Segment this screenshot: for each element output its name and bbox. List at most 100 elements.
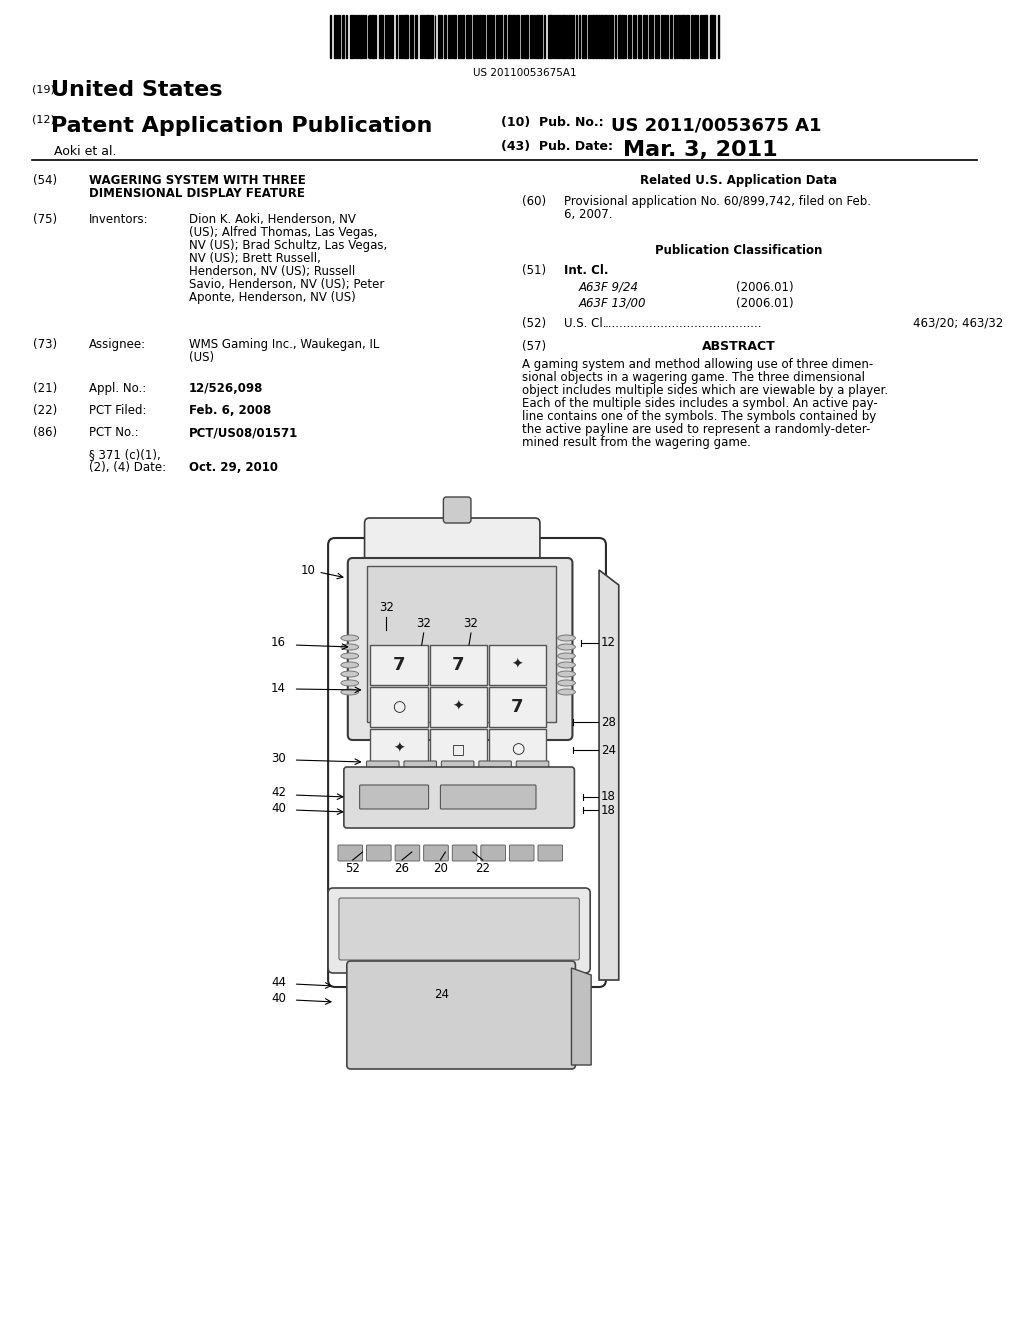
Text: 12: 12 [601, 636, 616, 649]
Text: ○: ○ [511, 742, 524, 756]
Bar [371, 729, 428, 770]
Text: (US); Alfred Thomas, Las Vegas,: (US); Alfred Thomas, Las Vegas, [189, 226, 378, 239]
FancyBboxPatch shape [516, 762, 549, 777]
Bar [592, 15, 594, 58]
Ellipse shape [341, 680, 358, 686]
Text: (2006.01): (2006.01) [736, 281, 794, 294]
Bar [690, 15, 692, 58]
Bar [705, 15, 708, 58]
Text: 6, 2007.: 6, 2007. [563, 209, 612, 220]
Bar [379, 15, 383, 58]
Text: (2), (4) Date:: (2), (4) Date: [89, 461, 166, 474]
Bar [373, 15, 375, 58]
FancyBboxPatch shape [339, 898, 580, 960]
Ellipse shape [558, 635, 575, 642]
Text: object includes multiple sides which are viewable by a player.: object includes multiple sides which are… [522, 384, 889, 397]
Bar [649, 15, 651, 58]
Bar [449, 15, 451, 58]
Bar [403, 15, 408, 58]
Text: US 2011/0053675 A1: US 2011/0053675 A1 [611, 116, 821, 135]
Text: WMS Gaming Inc., Waukegan, IL: WMS Gaming Inc., Waukegan, IL [189, 338, 380, 351]
Text: PCT Filed:: PCT Filed: [89, 404, 146, 417]
Bar [426, 15, 429, 58]
Text: NV (US); Brad Schultz, Las Vegas,: NV (US); Brad Schultz, Las Vegas, [189, 239, 387, 252]
Text: line contains one of the symbols. The symbols contained by: line contains one of the symbols. The sy… [522, 411, 877, 422]
Text: 26: 26 [394, 862, 410, 875]
FancyBboxPatch shape [365, 517, 540, 564]
Text: the active payline are used to represent a randomly-deter-: the active payline are used to represent… [522, 422, 870, 436]
Text: WAGERING SYSTEM WITH THREE: WAGERING SYSTEM WITH THREE [89, 174, 305, 187]
Bar [601, 15, 603, 58]
Bar [473, 15, 475, 58]
Polygon shape [571, 968, 591, 1065]
Bar [525, 15, 528, 58]
Bar [701, 15, 703, 58]
Bar [643, 15, 645, 58]
Bar [466, 15, 469, 58]
Bar [359, 15, 361, 58]
Bar [628, 15, 631, 58]
Text: 24: 24 [434, 987, 449, 1001]
Text: 44: 44 [271, 975, 286, 989]
Bar [500, 15, 503, 58]
Text: 32: 32 [416, 616, 431, 630]
Ellipse shape [341, 663, 358, 668]
Text: 12/526,098: 12/526,098 [189, 381, 263, 395]
Text: PCT/US08/01571: PCT/US08/01571 [189, 426, 298, 440]
Bar [610, 15, 612, 58]
Text: Related U.S. Application Data: Related U.S. Application Data [640, 174, 838, 187]
Text: PCT No.:: PCT No.: [89, 426, 138, 440]
Text: NV (US); Brett Russell,: NV (US); Brett Russell, [189, 252, 322, 265]
Text: 28: 28 [601, 715, 615, 729]
Bar [454, 15, 456, 58]
Text: 24: 24 [601, 743, 616, 756]
FancyBboxPatch shape [403, 762, 436, 777]
Bar [674, 15, 676, 58]
Text: 22: 22 [475, 862, 490, 875]
Ellipse shape [341, 644, 358, 649]
Text: (43)  Pub. Date:: (43) Pub. Date: [501, 140, 612, 153]
Bar [638, 15, 641, 58]
Text: 7: 7 [393, 656, 406, 675]
Text: (51): (51) [522, 264, 547, 277]
FancyBboxPatch shape [538, 845, 562, 861]
FancyBboxPatch shape [328, 539, 606, 987]
Bar [444, 15, 446, 58]
Text: ..........................................: ........................................… [605, 317, 763, 330]
Bar [488, 686, 546, 727]
Text: 18: 18 [601, 804, 615, 817]
Bar [681, 15, 685, 58]
Bar [488, 729, 546, 770]
Text: ABSTRACT: ABSTRACT [702, 341, 776, 352]
Bar [505, 15, 507, 58]
Bar [686, 15, 689, 58]
Text: Dion K. Aoki, Henderson, NV: Dion K. Aoki, Henderson, NV [189, 213, 356, 226]
Ellipse shape [558, 663, 575, 668]
FancyBboxPatch shape [441, 762, 474, 777]
Bar [476, 15, 478, 58]
Bar [536, 15, 539, 58]
Bar [693, 15, 695, 58]
Text: 14: 14 [271, 681, 286, 694]
FancyBboxPatch shape [347, 961, 575, 1069]
Text: Aponte, Henderson, NV (US): Aponte, Henderson, NV (US) [189, 290, 356, 304]
Bar [430, 729, 486, 770]
Ellipse shape [558, 671, 575, 677]
Bar [561, 15, 564, 58]
Bar [370, 15, 372, 58]
Text: (19): (19) [32, 84, 54, 94]
Bar [516, 15, 519, 58]
Bar [622, 15, 624, 58]
Text: (73): (73) [34, 338, 57, 351]
Text: United States: United States [51, 81, 223, 100]
Text: mined result from the wagering game.: mined result from the wagering game. [522, 436, 751, 449]
Text: 40: 40 [271, 801, 286, 814]
FancyBboxPatch shape [359, 785, 429, 809]
Text: A63F 13/00: A63F 13/00 [579, 297, 646, 309]
Text: Publication Classification: Publication Classification [655, 244, 822, 257]
Text: U.S. Cl.: U.S. Cl. [563, 317, 606, 330]
Bar [657, 15, 659, 58]
Bar [572, 15, 574, 58]
FancyBboxPatch shape [395, 845, 420, 861]
Text: 10: 10 [300, 564, 315, 577]
